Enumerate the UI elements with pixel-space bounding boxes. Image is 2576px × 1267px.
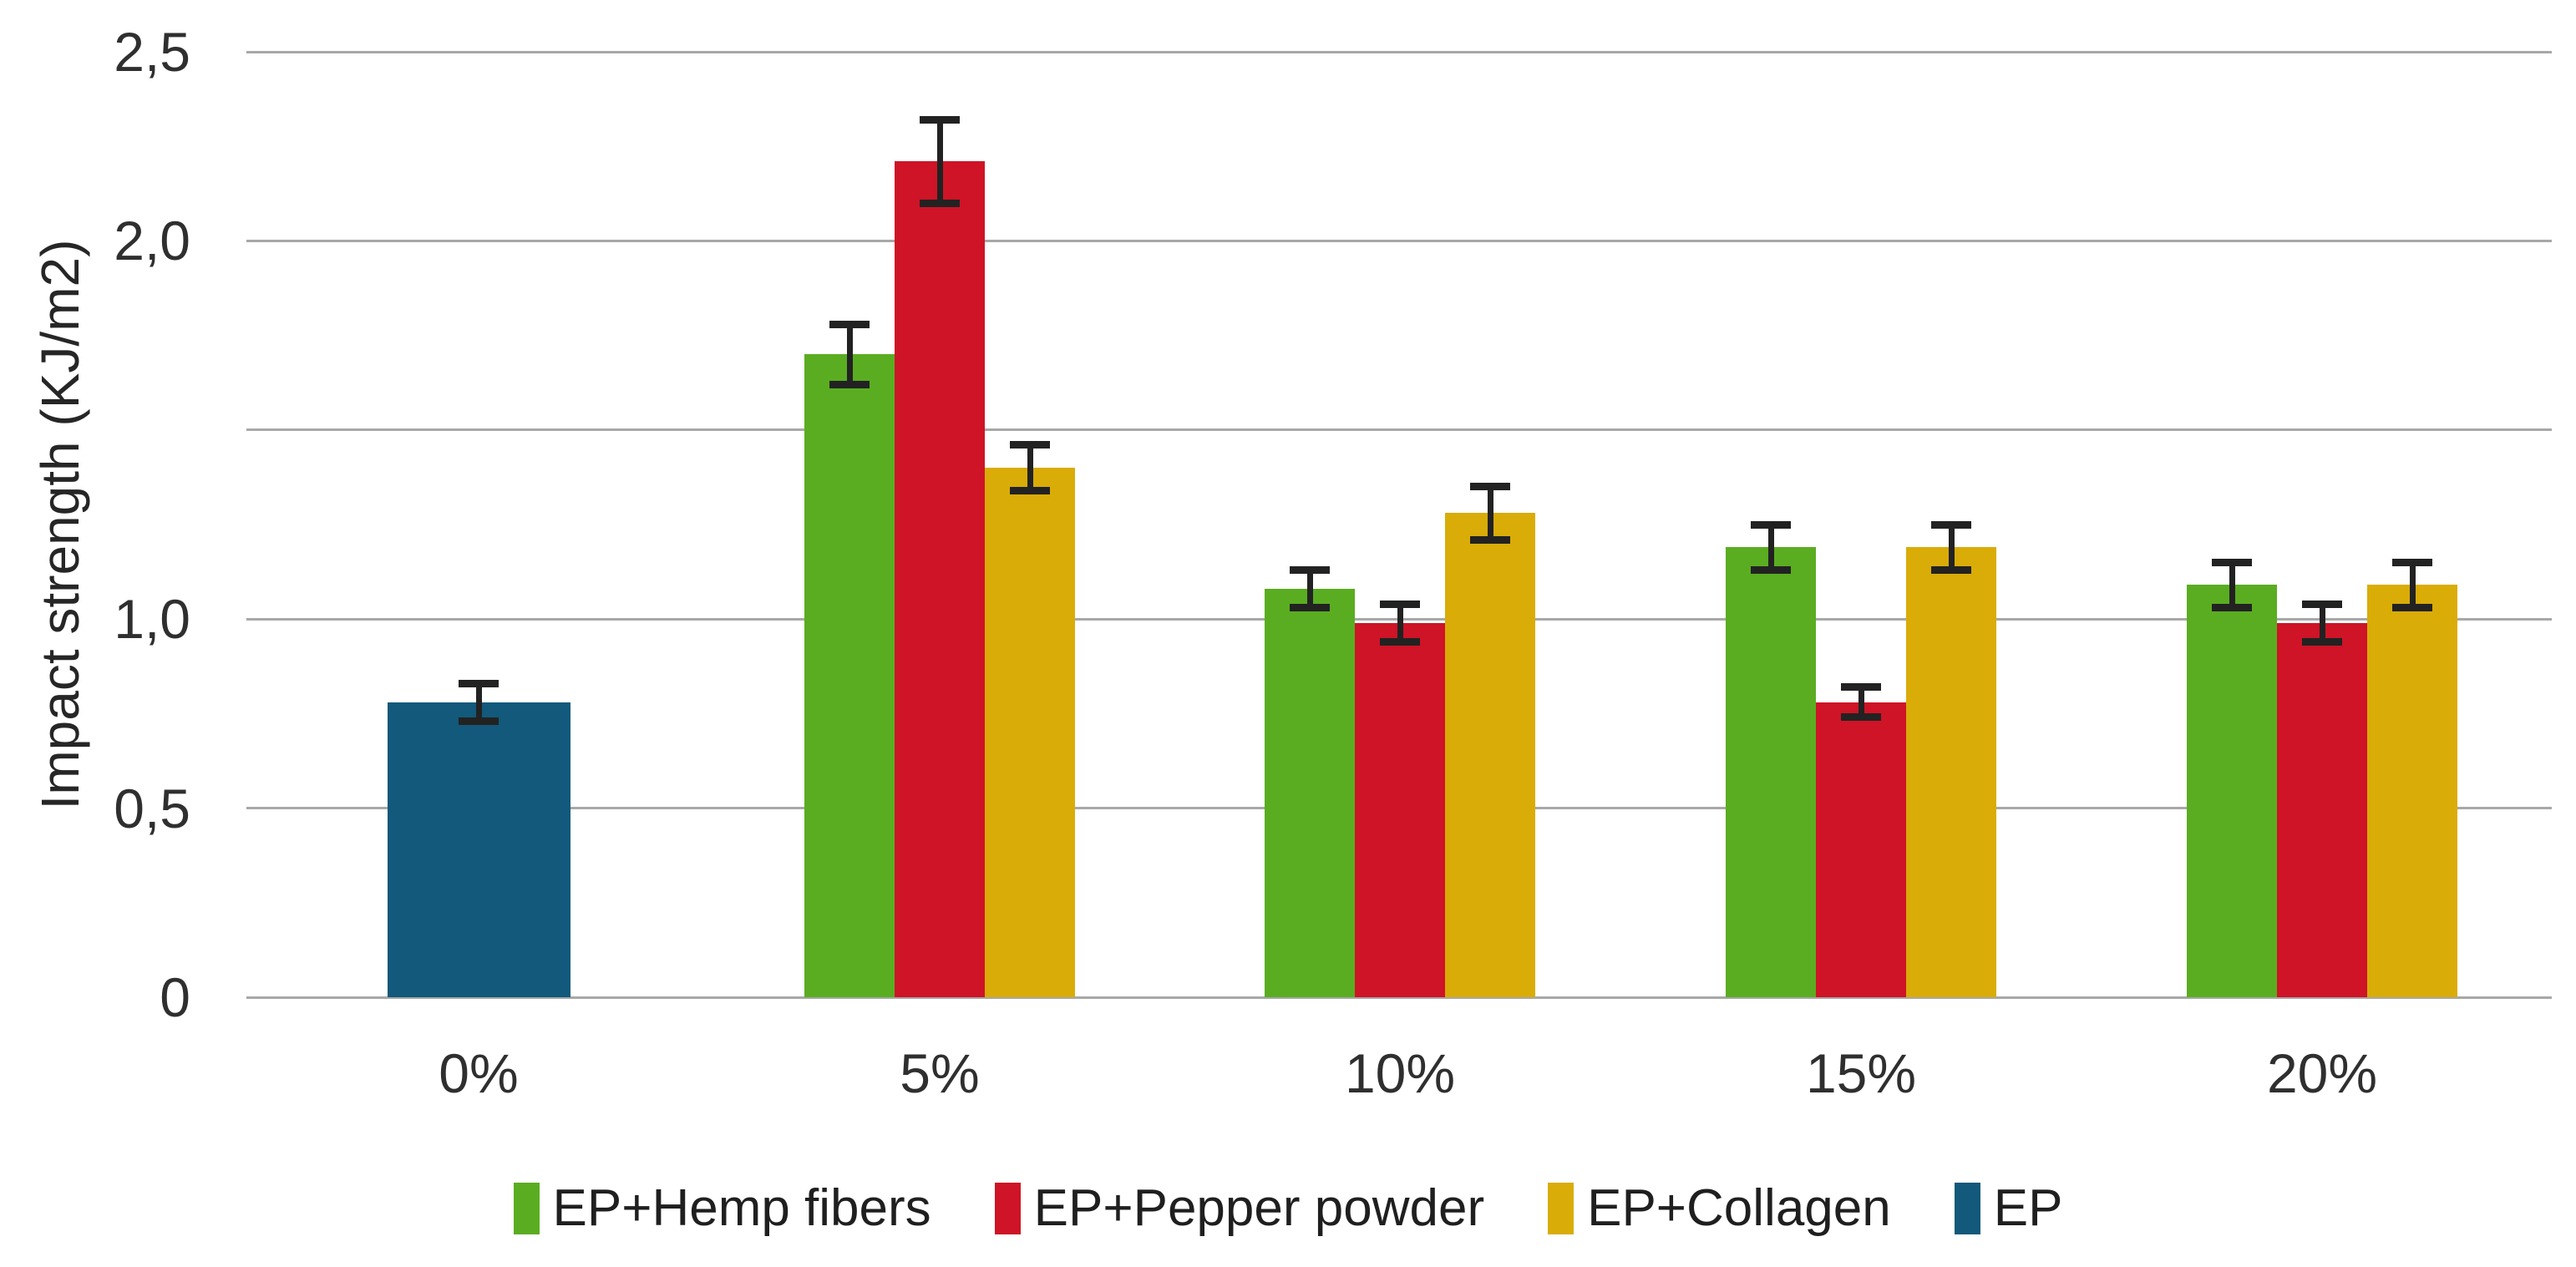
legend-item-ep-hemp-fibers: EP+Hemp fibers	[513, 1179, 931, 1237]
error-bar-cap-bottom-ep-pepper-powder-5	[920, 199, 960, 207]
error-bar-cap-bottom-ep-collagen-10	[1470, 535, 1510, 544]
bar-ep-pepper-powder-20	[2277, 622, 2367, 997]
error-bar-cap-top-ep-0	[459, 679, 499, 687]
bar-ep-collagen-10	[1445, 513, 1535, 997]
gridline-2	[246, 239, 2552, 242]
x-axis-label-20: 20%	[2266, 1042, 2378, 1104]
error-bar-ep-collagen-10	[1487, 486, 1493, 540]
error-bar-cap-top-ep-hemp-fibers-10	[1290, 565, 1330, 574]
legend-label-ep-hemp-fibers: EP+Hemp fibers	[552, 1179, 931, 1237]
error-bar-ep-collagen-15	[1948, 525, 1955, 570]
x-axis-label-10: 10%	[1344, 1042, 1456, 1104]
bar-ep-hemp-fibers-20	[2187, 585, 2277, 997]
error-bar-ep-pepper-powder-15	[1858, 687, 1864, 717]
error-bar-cap-bottom-ep-hemp-fibers-5	[829, 380, 870, 388]
y-tick-label-2-5: 2,5	[114, 21, 190, 83]
error-bar-ep-pepper-powder-20	[2319, 604, 2325, 642]
error-bar-cap-top-ep-collagen-20	[2392, 558, 2432, 566]
error-bar-ep-pepper-powder-5	[936, 119, 943, 204]
y-tick-label-1: 1,0	[114, 588, 190, 651]
y-axis-title: Impact strength (KJ/m2)	[30, 239, 90, 810]
error-bar-cap-bottom-ep-pepper-powder-15	[1841, 713, 1881, 722]
error-bar-cap-bottom-ep-0	[459, 717, 499, 725]
x-axis-label-15: 15%	[1805, 1042, 1917, 1104]
error-bar-cap-top-ep-pepper-powder-10	[1380, 600, 1420, 608]
gridline-2-5	[246, 50, 2552, 53]
legend-swatch-ep-hemp-fibers	[513, 1183, 540, 1234]
error-bar-cap-bottom-ep-hemp-fibers-20	[2212, 604, 2252, 612]
error-bar-cap-top-ep-pepper-powder-20	[2302, 600, 2342, 608]
bar-ep-hemp-fibers-10	[1265, 588, 1355, 997]
error-bar-cap-top-ep-hemp-fibers-5	[829, 320, 870, 328]
legend-swatch-ep	[1954, 1183, 1980, 1234]
bar-ep-collagen-15	[1906, 547, 1996, 997]
bar-ep-hemp-fibers-5	[804, 354, 895, 997]
legend-label-ep-collagen: EP+Collagen	[1587, 1179, 1891, 1237]
bar-ep-pepper-powder-10	[1355, 622, 1445, 997]
legend-swatch-ep-collagen	[1548, 1183, 1575, 1234]
bar-ep-collagen-20	[2367, 585, 2457, 997]
error-bar-cap-top-ep-hemp-fibers-20	[2212, 558, 2252, 566]
error-bar-cap-bottom-ep-hemp-fibers-10	[1290, 604, 1330, 612]
error-bar-cap-bottom-ep-pepper-powder-20	[2302, 637, 2342, 646]
error-bar-ep-collagen-5	[1027, 444, 1033, 491]
legend-item-ep: EP	[1954, 1179, 2063, 1237]
legend-item-ep-pepper-powder: EP+Pepper powder	[994, 1179, 1485, 1237]
error-bar-ep-pepper-powder-10	[1397, 604, 1403, 642]
bar-ep-pepper-powder-15	[1816, 702, 1906, 997]
error-bar-cap-bottom-ep-hemp-fibers-15	[1751, 565, 1791, 574]
error-bar-cap-bottom-ep-pepper-powder-10	[1380, 637, 1420, 646]
error-bar-cap-top-ep-collagen-5	[1010, 441, 1050, 449]
y-tick-label-2: 2,0	[114, 210, 190, 272]
error-bar-cap-bottom-ep-collagen-15	[1931, 565, 1971, 574]
legend-label-ep: EP	[1993, 1179, 2063, 1237]
legend-item-ep-collagen: EP+Collagen	[1548, 1182, 1891, 1235]
bar-ep-collagen-5	[985, 468, 1075, 997]
error-bar-ep-collagen-20	[2409, 562, 2416, 608]
legend: EP+Hemp fibers EP+Pepper powder EP+Collage…	[0, 1182, 2576, 1235]
x-axis-label-0: 0%	[439, 1042, 519, 1104]
error-bar-cap-top-ep-collagen-15	[1931, 520, 1971, 529]
error-bar-ep-0	[475, 683, 482, 722]
gridline-1-5	[246, 428, 2552, 432]
error-bar-ep-hemp-fibers-20	[2229, 562, 2235, 608]
bar-ep-hemp-fibers-15	[1726, 547, 1816, 997]
error-bar-ep-hemp-fibers-10	[1306, 570, 1313, 608]
error-bar-ep-hemp-fibers-5	[846, 324, 853, 385]
error-bar-cap-top-ep-collagen-10	[1470, 483, 1510, 491]
error-bar-cap-bottom-ep-collagen-20	[2392, 604, 2432, 612]
gridline-0	[246, 996, 2552, 999]
x-axis-label-5: 5%	[900, 1042, 980, 1104]
error-bar-ep-hemp-fibers-15	[1767, 525, 1774, 570]
bar-ep-0	[387, 702, 570, 997]
error-bar-cap-top-ep-hemp-fibers-15	[1751, 520, 1791, 529]
error-bar-cap-bottom-ep-collagen-5	[1010, 486, 1050, 494]
legend-label-ep-pepper-powder: EP+Pepper powder	[1033, 1179, 1485, 1237]
y-tick-label-0-5: 0,5	[114, 777, 190, 839]
legend-swatch-ep-pepper-powder	[994, 1183, 1021, 1234]
bar-ep-pepper-powder-5	[895, 161, 985, 997]
error-bar-cap-top-ep-pepper-powder-15	[1841, 683, 1881, 692]
error-bar-cap-top-ep-pepper-powder-5	[920, 116, 960, 124]
y-tick-label-0: 0	[160, 966, 190, 1028]
